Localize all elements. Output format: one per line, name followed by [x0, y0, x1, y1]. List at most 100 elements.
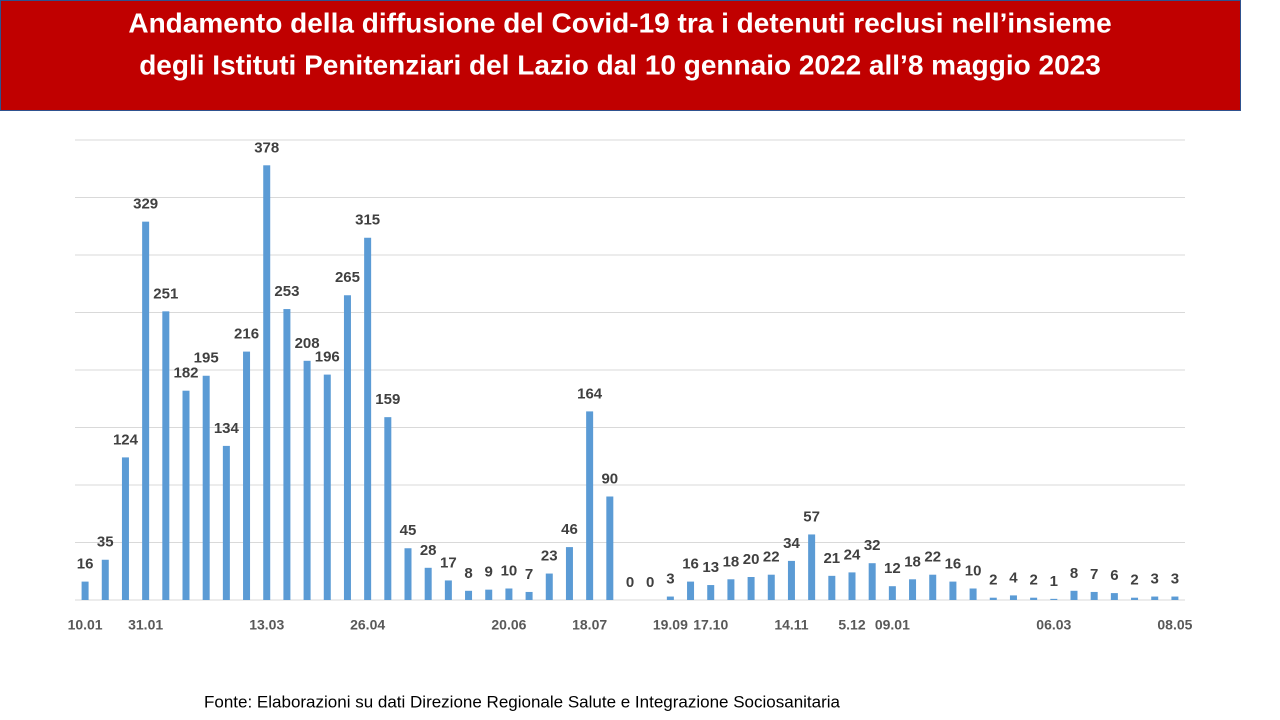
value-label: 3: [666, 571, 674, 588]
bar: [142, 221, 150, 600]
value-label: 35: [97, 534, 114, 551]
value-label: 2: [989, 572, 997, 589]
value-label: 28: [420, 542, 437, 559]
value-label: 6: [1110, 567, 1118, 584]
value-label: 18: [904, 553, 921, 570]
bar: [283, 309, 291, 600]
value-label: 216: [234, 326, 259, 343]
chart-title: degli Istituti Penitenziari del Lazio da…: [139, 49, 1101, 80]
x-tick-label: 18.07: [572, 617, 607, 633]
x-tick-label: 5.12: [838, 617, 865, 633]
value-label: 24: [844, 546, 861, 563]
value-label: 378: [254, 139, 279, 156]
value-label: 2: [1029, 572, 1037, 589]
value-label: 8: [464, 565, 472, 582]
value-label: 22: [924, 549, 941, 566]
bar: [1050, 598, 1058, 600]
bar: [747, 577, 755, 600]
value-label: 3: [1151, 571, 1159, 588]
value-label: 4: [1009, 569, 1018, 586]
x-tick-label: 08.05: [1157, 617, 1192, 633]
bar: [384, 417, 392, 600]
value-label: 1: [1050, 573, 1058, 590]
bar: [565, 547, 573, 600]
bar: [989, 597, 997, 600]
x-tick-label: 20.06: [491, 617, 526, 633]
value-label: 45: [400, 522, 417, 539]
value-label: 159: [375, 391, 400, 408]
bar: [949, 581, 957, 600]
bar: [606, 496, 614, 600]
value-label: 0: [646, 574, 654, 591]
value-label: 16: [77, 556, 94, 573]
title-banner: [0, 0, 1241, 111]
bar: [404, 548, 412, 600]
value-label: 265: [335, 269, 360, 286]
bar: [1070, 590, 1078, 600]
bar: [848, 572, 856, 600]
bar: [101, 559, 109, 600]
bar: [767, 574, 775, 600]
bar: [323, 374, 331, 600]
x-tick-label: 06.03: [1036, 617, 1071, 633]
bar: [1009, 595, 1017, 600]
bar: [909, 579, 917, 600]
bar: [1171, 596, 1179, 600]
value-label: 7: [525, 566, 533, 583]
bar: [868, 563, 876, 600]
value-label: 0: [626, 574, 634, 591]
bar: [1110, 593, 1118, 600]
bar: [263, 165, 271, 601]
value-label: 8: [1070, 565, 1078, 582]
value-label: 10: [501, 562, 518, 579]
bar: [1030, 597, 1038, 600]
value-label: 9: [485, 564, 493, 581]
bar: [969, 588, 977, 600]
bar: [243, 351, 251, 600]
bar: [222, 445, 230, 600]
x-tick-label: 17.10: [693, 617, 728, 633]
bar: [424, 567, 432, 600]
bar: [202, 375, 210, 600]
x-tick-label: 26.04: [350, 617, 385, 633]
value-label: 13: [702, 559, 719, 576]
x-tick-label: 10.01: [68, 617, 103, 633]
bar: [787, 560, 795, 600]
value-label: 329: [133, 196, 158, 213]
x-tick-label: 19.09: [653, 617, 688, 633]
bar: [485, 589, 493, 600]
bar: [808, 534, 816, 600]
bar: [364, 237, 372, 600]
bar: [1131, 597, 1139, 600]
value-label: 18: [723, 553, 740, 570]
value-label: 34: [783, 535, 800, 552]
bar: [303, 360, 311, 600]
value-label: 22: [763, 549, 780, 566]
bar: [929, 574, 937, 600]
bar: [888, 586, 896, 600]
bar: [121, 457, 129, 600]
value-label: 12: [884, 560, 901, 577]
value-label: 195: [194, 350, 219, 367]
x-tick-label: 13.03: [249, 617, 284, 633]
value-label: 16: [682, 556, 699, 573]
value-label: 134: [214, 420, 240, 437]
value-label: 2: [1130, 572, 1138, 589]
value-label: 182: [173, 365, 198, 382]
value-label: 164: [577, 385, 603, 402]
bar: [182, 390, 190, 600]
x-tick-label: 31.01: [128, 617, 163, 633]
value-label: 124: [113, 431, 139, 448]
value-label: 3: [1171, 571, 1179, 588]
bar: [1090, 591, 1098, 600]
bar: [687, 581, 695, 600]
bar: [525, 591, 533, 600]
bar: [81, 581, 89, 600]
bar: [586, 411, 594, 600]
x-tick-label: 09.01: [875, 617, 910, 633]
bar: [666, 596, 674, 600]
bar: [343, 295, 351, 600]
value-label: 90: [601, 470, 618, 487]
